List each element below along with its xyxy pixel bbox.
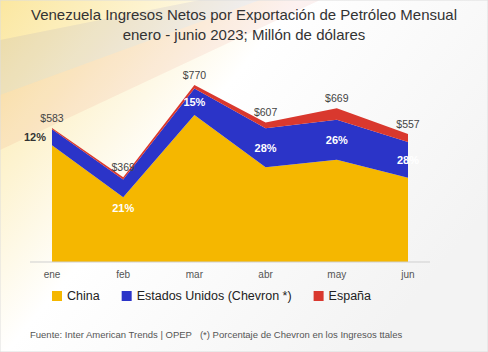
background <box>0 0 488 352</box>
area-2 <box>52 85 408 179</box>
total-label: $607 <box>254 106 278 118</box>
share-label: 21% <box>112 202 134 214</box>
note: (*) Porcentaje de Chevron en los Ingreso… <box>200 329 402 340</box>
total-label: $583 <box>40 112 64 124</box>
x-tick-label: ene <box>44 269 61 280</box>
legend-swatch <box>122 291 132 301</box>
x-tick-label: jun <box>400 269 414 280</box>
legend-swatch <box>314 291 324 301</box>
chart: Venezuela Ingresos Netos por Exportación… <box>0 0 488 352</box>
x-tick-label: abr <box>258 269 273 280</box>
legend-swatch <box>52 291 62 301</box>
legend-label: China <box>67 289 100 303</box>
legend-label: España <box>329 289 371 303</box>
x-tick-label: feb <box>116 269 130 280</box>
total-label: $369 <box>112 161 136 173</box>
x-tick-label: mar <box>186 269 204 280</box>
share-label: 15% <box>183 96 205 108</box>
frame <box>0 0 488 352</box>
share-label: 26% <box>326 134 348 146</box>
plot-area <box>52 85 408 262</box>
x-tick-label: may <box>327 269 346 280</box>
subtitle: enero - junio 2023; Millón de dólares <box>123 26 366 43</box>
x-axis <box>30 262 430 263</box>
total-label: $770 <box>183 69 207 81</box>
total-label: $669 <box>325 92 349 104</box>
share-label: 28% <box>397 154 419 166</box>
title: Venezuela Ingresos Netos por Exportación… <box>31 6 457 23</box>
legend-label: Estados Unidos (Chevron *) <box>137 289 292 303</box>
share-label: 12% <box>24 131 46 143</box>
source: Fuente: Inter American Trends | OPEP <box>30 329 192 340</box>
total-label: $557 <box>396 118 420 130</box>
share-label: 28% <box>255 142 277 154</box>
